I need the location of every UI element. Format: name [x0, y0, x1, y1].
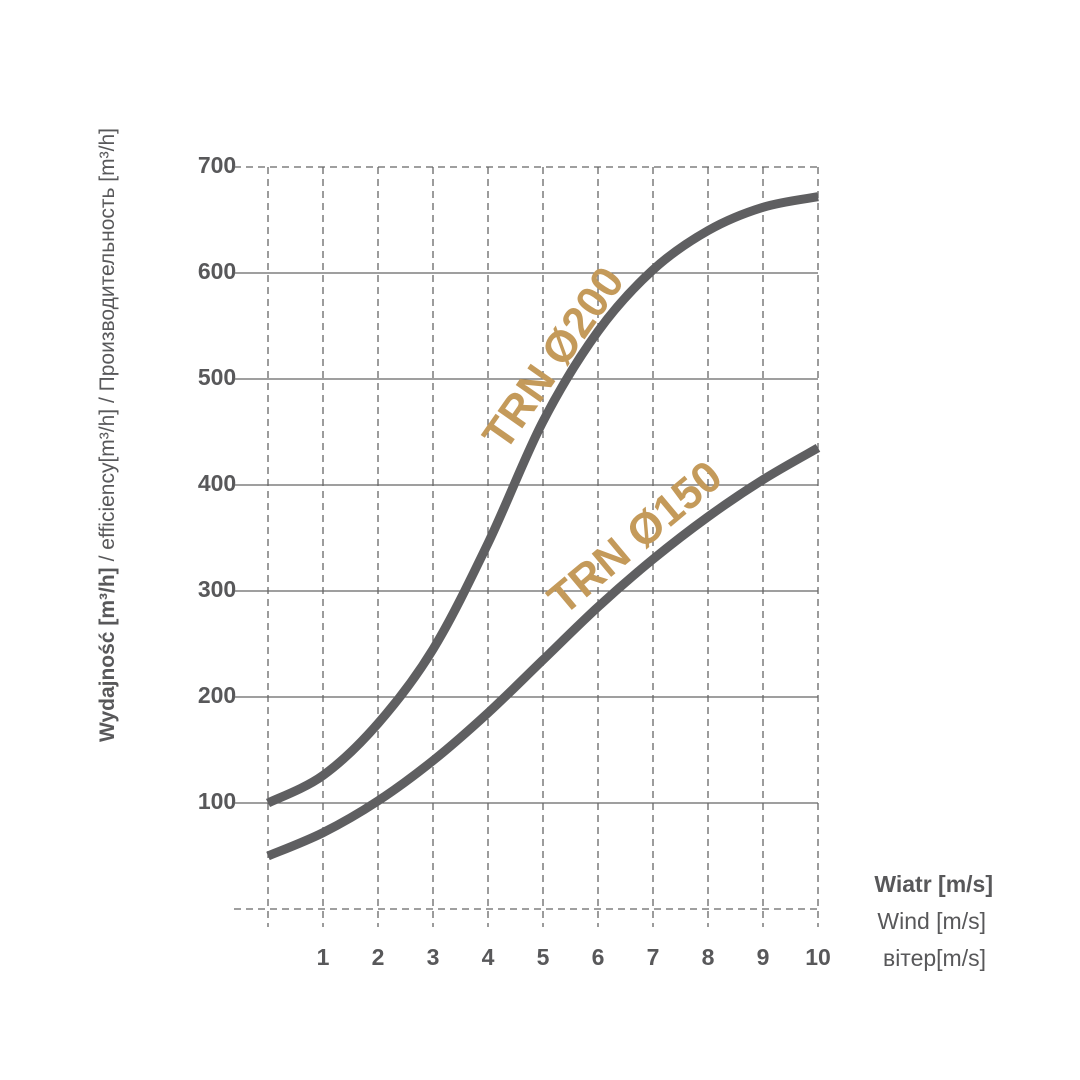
x-tick-label: 5: [537, 944, 550, 970]
series-label: TRN Ø150: [539, 451, 732, 624]
x-tick-label: 10: [805, 944, 831, 970]
x-tick-label: 6: [592, 944, 605, 970]
x-tick-label: 7: [647, 944, 660, 970]
x-axis-label: вітер[m/s]: [883, 945, 986, 971]
x-tick-label: 8: [702, 944, 715, 970]
y-tick-label: 700: [198, 152, 236, 178]
series-line: [266, 444, 821, 861]
y-tick-label: 400: [198, 470, 236, 496]
x-axis-label: Wind [m/s]: [877, 908, 986, 934]
y-tick-label: 600: [198, 258, 236, 284]
x-tick-label: 3: [427, 944, 440, 970]
series-label: TRN Ø200: [473, 258, 634, 458]
x-tick-label: 2: [372, 944, 385, 970]
series-line: [265, 192, 819, 808]
x-tick-label: 1: [317, 944, 330, 970]
y-tick-label: 200: [198, 682, 236, 708]
y-axis-label-bold: Wydajność [m³/h]: [96, 567, 119, 742]
y-tick-label: 500: [198, 364, 236, 390]
x-axis-label: Wiatr [m/s]: [874, 871, 993, 897]
x-tick-label: 9: [757, 944, 770, 970]
y-axis-label: Wydajność [m³/h] / efficiency[m³/h] / Про…: [96, 128, 119, 742]
y-tick-label: 100: [198, 788, 236, 814]
y-axis-label-rest: / efficiency[m³/h] / Производительность …: [96, 128, 119, 561]
y-tick-label: 300: [198, 576, 236, 602]
x-tick-label: 4: [482, 944, 495, 970]
